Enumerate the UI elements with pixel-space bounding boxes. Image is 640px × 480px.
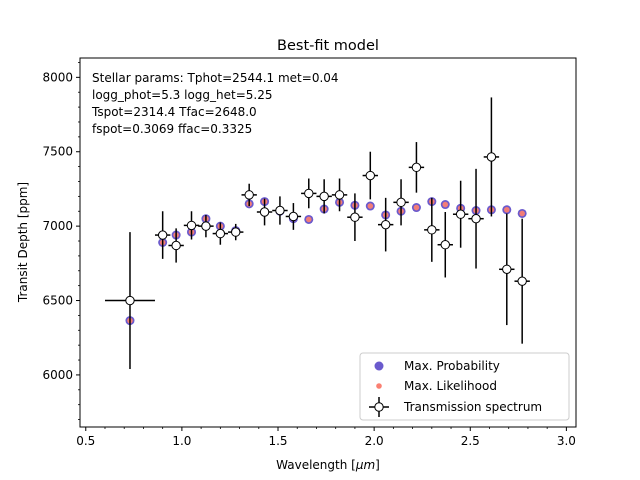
transmission-spectrum-point [275,205,285,216]
x-tick-label: 2.5 [461,434,480,448]
legend-label-transmission-spectrum: Transmission spectrum [403,400,542,414]
max-likelihood-point [367,203,374,209]
annotation-line: logg_phot=5.3 logg_het=5.25 [92,88,273,102]
y-tick-label: 7000 [42,219,73,233]
x-axis-label-unit: μm [355,458,375,472]
annotation-line: Tspot=2314.4 Tfac=2648.0 [91,105,257,119]
axes-frame [79,57,577,428]
transmission-spectrum-point [304,188,314,199]
transmission-spectrum-point [502,264,512,274]
transmission-spectrum-point [244,190,254,200]
chart-title: Best-fit model [277,38,379,54]
transmission-spectrum-point [334,190,345,200]
transmission-spectrum-point [350,212,360,222]
annotation-line: fspot=0.3069 ffac=0.3325 [92,122,252,136]
transmission-spectrum-point [440,240,450,250]
transmission-spectrum-point [288,211,299,222]
plot-area [104,97,530,369]
transmission-spectrum-point [157,230,168,240]
legend: Max. Probability Max. Likelihood Transmi… [359,352,570,421]
transmission-spectrum-point [259,207,270,217]
legend-marker-transmission-spectrum [374,402,384,412]
y-tick-label: 6000 [42,368,73,382]
legend-marker-max-probability [374,361,384,371]
transmission-spectrum-point [471,213,481,224]
transmission-spectrum-point [365,170,375,181]
transmission-spectrum-point [517,276,527,286]
transmission-spectrum-point [231,227,241,237]
y-axis-label: Transit Depth [ppm] [16,182,30,303]
x-tick-label: 2.0 [365,434,384,448]
x-tick-label: 3.0 [557,434,576,448]
max-likelihood-point [442,201,449,208]
legend-box [359,352,570,421]
max-likelihood-point [503,206,510,213]
transmission-spectrum-point [427,225,437,235]
legend-label-max-likelihood: Max. Likelihood [404,379,497,393]
x-tick-label: 1.0 [172,434,191,448]
y-tick-label: 6500 [42,294,73,308]
x-tick-label: 0.5 [76,434,95,448]
x-axis-label: Wavelength [μm] [276,458,380,472]
annotation-line: Stellar params: Tphot=2544.1 met=0.04 [92,71,339,85]
transmission-spectrum-point [486,152,497,162]
max-likelihood-point [305,216,312,223]
stellar-params-annotation: Stellar params: Tphot=2544.1 met=0.04 lo… [91,71,339,136]
transmission-spectrum-point [396,197,406,208]
transmission-spectrum-point [186,220,197,231]
transmission-spectrum-point [201,221,211,231]
legend-label-max-probability: Max. Probability [404,359,500,373]
max-likelihood-point [413,204,420,211]
transmission-spectrum-point [215,228,226,239]
transmission-spectrum-point [380,219,391,230]
x-axis-label-text: Wavelength [ [276,458,356,472]
legend-marker-max-likelihood [376,383,382,389]
max-likelihood-point [519,210,525,217]
transmission-spectrum-point [171,240,181,251]
y-tick-label: 8000 [42,70,73,84]
transmission-spectrum-point [411,162,422,173]
x-axis-label-close: ] [375,458,380,472]
transmission-spectrum-point [455,209,466,219]
x-tick-label: 1.5 [268,434,287,448]
y-tick-label: 7500 [42,145,73,159]
transmission-spectrum-point [319,191,329,202]
transmission-spectrum-point [125,295,135,306]
